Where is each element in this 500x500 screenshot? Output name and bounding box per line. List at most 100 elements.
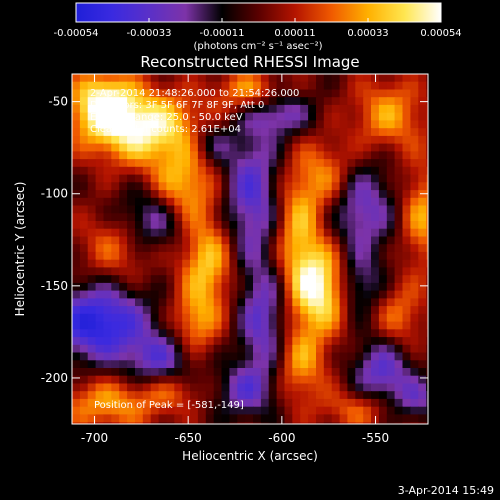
- heatmap-cell: [127, 112, 136, 121]
- heatmap-cell: [394, 159, 404, 168]
- heatmap-cell: [103, 282, 112, 292]
- heatmap-cell: [174, 190, 183, 199]
- heatmap-cell: [371, 221, 380, 230]
- heatmap-cell: [158, 329, 168, 338]
- heatmap-cell: [253, 190, 262, 199]
- heatmap-cell: [316, 375, 325, 384]
- heatmap-cell: [260, 159, 270, 168]
- heatmap-cell: [213, 321, 223, 330]
- heatmap-cell: [316, 337, 325, 346]
- heatmap-cell: [363, 89, 372, 98]
- heatmap-cell: [150, 205, 160, 214]
- heatmap-cell: [142, 259, 152, 268]
- heatmap-cell: [339, 352, 349, 361]
- heatmap-cell: [237, 375, 246, 384]
- heatmap-cell: [284, 143, 293, 152]
- heatmap-cell: [260, 321, 270, 330]
- heatmap-cell: [150, 290, 160, 299]
- heatmap-cell: [386, 228, 396, 237]
- heatmap-cell: [410, 306, 419, 315]
- heatmap-cell: [174, 244, 183, 253]
- heatmap-cell: [347, 97, 356, 106]
- heatmap-cell: [79, 344, 89, 354]
- heatmap-cell: [205, 321, 215, 330]
- heatmap-cell: [158, 236, 168, 245]
- heatmap-cell: [300, 414, 309, 423]
- heatmap-cell: [276, 228, 286, 237]
- heatmap-cell: [166, 197, 175, 207]
- heatmap-cell: [386, 267, 396, 276]
- heatmap-cell: [150, 414, 160, 423]
- heatmap-cell: [339, 267, 349, 276]
- heatmap-cell: [284, 259, 293, 268]
- heatmap-cell: [111, 282, 120, 292]
- heatmap-cell: [331, 228, 341, 237]
- heatmap-cell: [347, 368, 356, 377]
- heatmap-cell: [260, 360, 270, 369]
- heatmap-cell: [418, 282, 427, 292]
- heatmap-cell: [245, 74, 254, 83]
- heatmap-cell: [308, 313, 317, 323]
- heatmap-cell: [213, 151, 223, 160]
- heatmap-cell: [79, 375, 89, 384]
- heatmap-cell: [142, 205, 152, 214]
- heatmap-cell: [237, 360, 246, 369]
- heatmap-cell: [331, 159, 341, 168]
- heatmap-cell: [268, 414, 278, 423]
- heatmap-cell: [119, 89, 128, 98]
- heatmap-cell: [378, 313, 388, 323]
- heatmap-cell: [316, 135, 325, 145]
- heatmap-cell: [103, 337, 112, 346]
- heatmap-cell: [331, 190, 341, 199]
- heatmap-cell: [72, 306, 81, 315]
- heatmap-cell: [158, 344, 168, 354]
- heatmap-cell: [111, 112, 120, 121]
- heatmap-cell: [72, 391, 81, 400]
- heatmap-cell: [72, 259, 81, 268]
- heatmap-cell: [434, 97, 443, 105]
- heatmap-cell: [103, 228, 112, 237]
- heatmap-cell: [410, 383, 419, 392]
- heatmap-cell: [142, 97, 152, 106]
- heatmap-cell: [371, 244, 380, 253]
- heatmap-cell: [276, 259, 286, 268]
- heatmap-cell: [190, 298, 199, 307]
- heatmap-cell: [268, 352, 278, 361]
- heatmap-cell: [103, 368, 112, 377]
- heatmap-cell: [253, 383, 262, 392]
- heatmap-cell: [119, 290, 128, 299]
- heatmap-cell: [386, 205, 396, 214]
- heatmap-cell: [268, 128, 278, 137]
- heatmap-cell: [72, 352, 81, 361]
- heatmap-cell: [205, 166, 215, 176]
- heatmap-cell: [119, 205, 128, 214]
- heatmap-cell: [347, 360, 356, 369]
- heatmap-cell: [119, 213, 128, 222]
- heatmap-cell: [434, 376, 443, 384]
- heatmap-cell: [182, 414, 191, 423]
- heatmap-cell: [434, 244, 443, 252]
- heatmap-cell: [386, 244, 396, 253]
- heatmap-cell: [260, 290, 270, 299]
- heatmap-cell: [79, 406, 89, 415]
- heatmap-cell: [205, 128, 215, 137]
- heatmap-cell: [434, 306, 443, 314]
- heatmap-cell: [434, 74, 443, 82]
- heatmap-cell: [174, 182, 183, 191]
- heatmap-cell: [150, 166, 160, 176]
- heatmap-cell: [245, 205, 254, 214]
- heatmap-cell: [142, 337, 152, 346]
- heatmap-cell: [127, 398, 136, 408]
- heatmap-cell: [347, 422, 356, 424]
- heatmap-cell: [426, 159, 428, 168]
- heatmap-cell: [213, 368, 223, 377]
- heatmap-cell: [284, 251, 293, 261]
- heatmap-cell: [347, 159, 356, 168]
- heatmap-cell: [292, 391, 301, 400]
- heatmap-cell: [355, 282, 364, 292]
- heatmap-cell: [410, 329, 419, 338]
- heatmap-cell: [119, 344, 128, 354]
- heatmap-cell: [316, 112, 325, 121]
- x-axis-ticks: -700 -650 -600 -550: [81, 74, 389, 445]
- heatmap-cell: [331, 391, 341, 400]
